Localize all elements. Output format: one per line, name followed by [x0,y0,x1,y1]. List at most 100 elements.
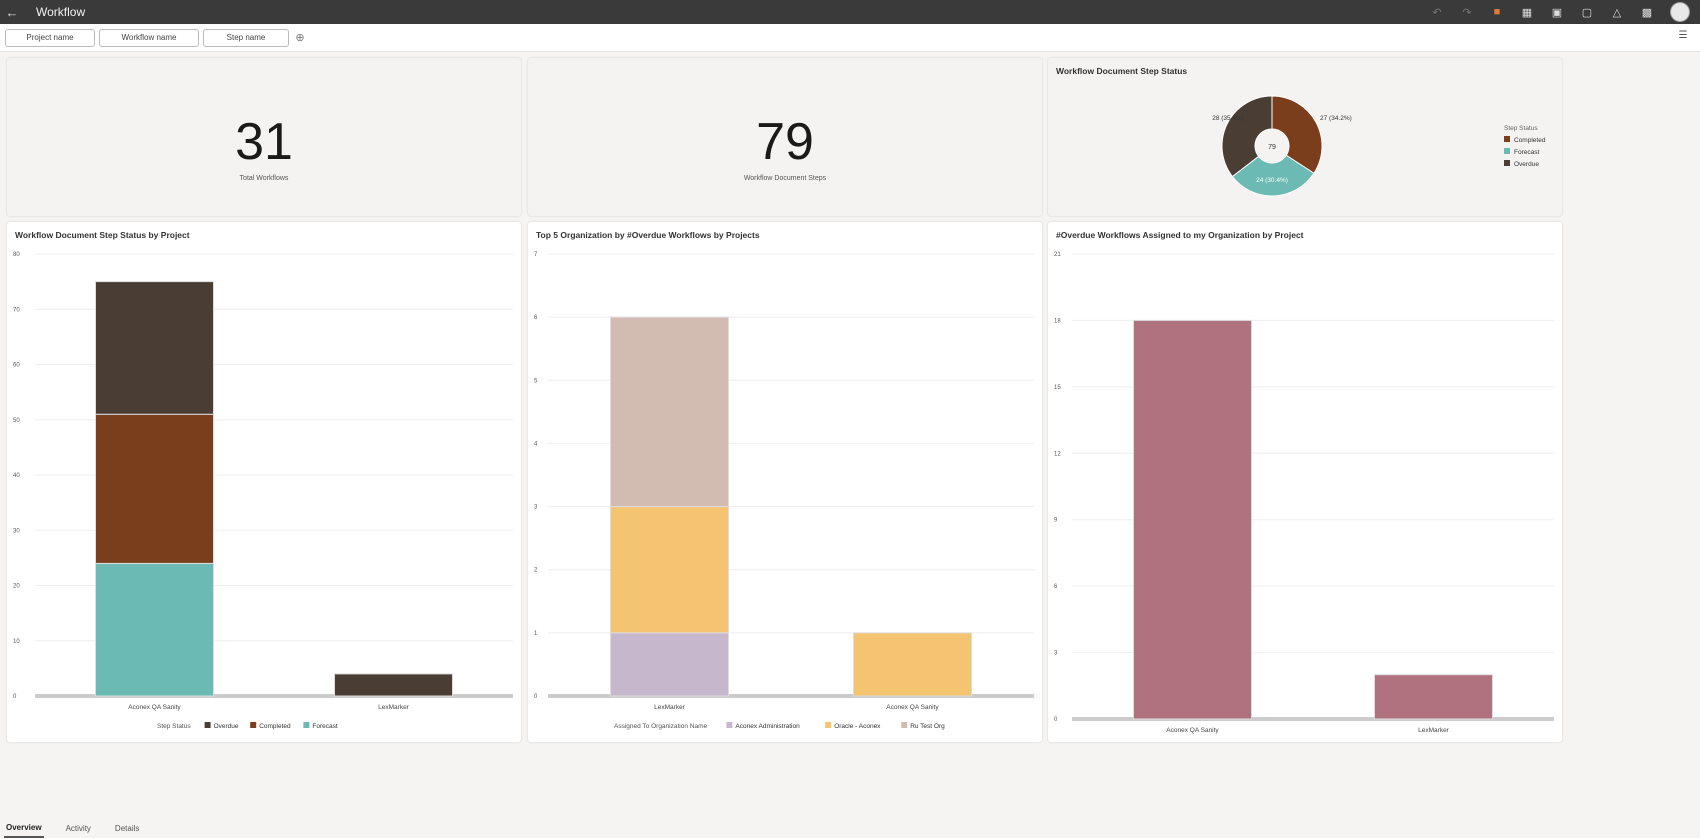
donut-legend-title: Step Status [1504,125,1538,132]
x-tick-label: Aconex QA Sanity [1166,727,1219,734]
page-title: Workflow [36,5,86,19]
app-header: ← Workflow ↶ ↷ ■ ▦ ▣ ▢ △ ▩ [0,0,1700,24]
y-tick-label: 10 [13,639,20,645]
y-tick-label: 40 [13,473,20,479]
legend-swatch [303,722,310,728]
tab-activity[interactable]: Activity [65,823,91,833]
x-tick-label: LexMarker [378,704,410,711]
legend-swatch [726,722,733,728]
chart-card-overdue-my-org: #Overdue Workflows Assigned to my Organi… [1048,222,1562,742]
donut-legend-swatch [1504,160,1510,166]
bar-segment [95,281,214,415]
back-arrow-icon[interactable]: ← [5,4,19,20]
tab-details[interactable]: Details [114,823,140,833]
y-tick-label: 15 [1054,385,1061,391]
tab-overview[interactable]: Overview [4,819,44,838]
present-icon[interactable]: ▢ [1581,6,1593,19]
y-tick-label: 0 [1054,717,1058,723]
legend-label: Oracle - Aconex [834,723,881,730]
y-tick-label: 70 [13,307,20,313]
donut-chart: 27 (34.2%) 24 (30.4%) 28 (35.4%) 79 Step Sta… [1212,95,1546,197]
alert-icon[interactable]: ■ [1493,6,1501,18]
undo-icon[interactable]: ↶ [1432,6,1442,19]
redo-icon[interactable]: ↷ [1462,6,1472,19]
share-icon[interactable]: △ [1612,6,1622,19]
bar-segment [334,673,453,697]
legend-label: Forecast [312,723,337,730]
chart-title: Workflow Document Step Status by Project [15,230,190,240]
filter-settings-icon[interactable]: ☰ [1678,30,1688,41]
filter-bar: Project name Workflow name Step name ⊕ ☰ [0,24,1700,52]
y-tick-label: 80 [13,252,20,258]
donut-card: Workflow Document Step Status 27 (34.2%)… [1048,58,1562,216]
y-tick-label: 5 [534,378,538,384]
y-tick-label: 3 [534,505,538,511]
y-tick-label: 50 [13,418,20,424]
y-tick-label: 3 [1054,651,1058,657]
y-tick-label: 1 [534,631,538,637]
y-tick-label: 7 [534,252,538,258]
donut-legend-label: Completed [1514,137,1546,144]
chart-card-step-status-by-project: Workflow Document Step Status by Project… [7,222,521,742]
comment-icon[interactable]: ▣ [1551,6,1563,19]
chart-card-top5-organization: Top 5 Organization by #Overdue Workflows… [528,222,1042,742]
y-tick-label: 0 [13,694,17,700]
chart-title: #Overdue Workflows Assigned to my Organi… [1056,230,1304,240]
stacked-bar-chart: 0 1 2 3 4 5 6 7 LexMarker Aconex QA Sanity Assigne… [534,252,1034,730]
y-tick-label: 12 [1054,451,1061,457]
legend-label: Completed [259,723,291,730]
x-tick-label: Aconex QA Sanity [128,704,181,711]
bar-segment [95,562,214,697]
bar-segment [610,632,729,697]
donut-slice-label: 24 (30.4%) [1256,177,1288,184]
donut-slice-overdue [1221,95,1273,178]
donut-legend-label: Forecast [1514,149,1539,156]
canvas-tabs: Overview Activity Details [0,818,1700,838]
donut-slice-completed [1271,95,1323,174]
donut-slice-label: 28 (35.4%) [1212,115,1244,122]
donut-legend-label: Overdue [1514,161,1539,168]
bar-segment [610,506,729,634]
y-tick-label: 18 [1054,318,1061,324]
legend-title: Assigned To Organization Name [614,723,707,730]
donut-slice-forecast [1231,154,1315,197]
project-name-filter[interactable]: Project name [5,28,95,47]
y-tick-label: 6 [534,315,538,321]
kpi-total-workflows: 31 Total Workflows [7,58,521,216]
legend-label: Ru Test Org [910,723,945,730]
donut-legend-swatch [1504,136,1510,142]
bar-segment [1133,319,1252,720]
chart-title: Top 5 Organization by #Overdue Workflows… [536,230,760,240]
y-tick-label: 6 [1054,584,1058,590]
donut-slice-label: 27 (34.2%) [1320,115,1352,122]
add-filter-icon[interactable]: ⊕ [295,31,305,44]
bar-segment [1374,674,1493,720]
x-tick-label: LexMarker [654,704,686,711]
y-tick-label: 60 [13,363,20,369]
kpi-value: 31 [235,113,293,171]
header-toolbar: ↶ ↷ ■ ▦ ▣ ▢ △ ▩ [1430,0,1690,24]
legend-label: Aconex Administration [735,723,800,730]
y-tick-label: 21 [1054,252,1061,258]
stacked-bar-chart: 0 10 20 30 40 50 60 70 80 Aconex QA Sanity LexMark… [13,252,513,730]
kpi-value: 79 [756,113,814,171]
step-name-filter[interactable]: Step name [203,28,289,47]
legend-swatch [204,722,211,728]
save-icon[interactable]: ▩ [1641,6,1653,19]
bar-segment [853,632,972,697]
kpi-label: Workflow Document Steps [743,175,827,182]
x-tick-label: LexMarker [1418,727,1450,734]
workflow-name-filter[interactable]: Workflow name [99,28,199,47]
legend-swatch [901,722,908,728]
donut-title: Workflow Document Step Status [1056,66,1188,76]
y-tick-label: 2 [534,568,538,574]
bar-segment [610,316,729,508]
legend-label: Overdue [214,723,239,730]
y-tick-label: 9 [1054,518,1058,524]
y-tick-label: 20 [13,584,20,590]
legend-swatch [825,722,832,728]
y-tick-label: 30 [13,528,20,534]
grid-icon[interactable]: ▦ [1521,6,1533,19]
y-tick-label: 0 [534,694,538,700]
user-avatar[interactable] [1670,2,1690,22]
